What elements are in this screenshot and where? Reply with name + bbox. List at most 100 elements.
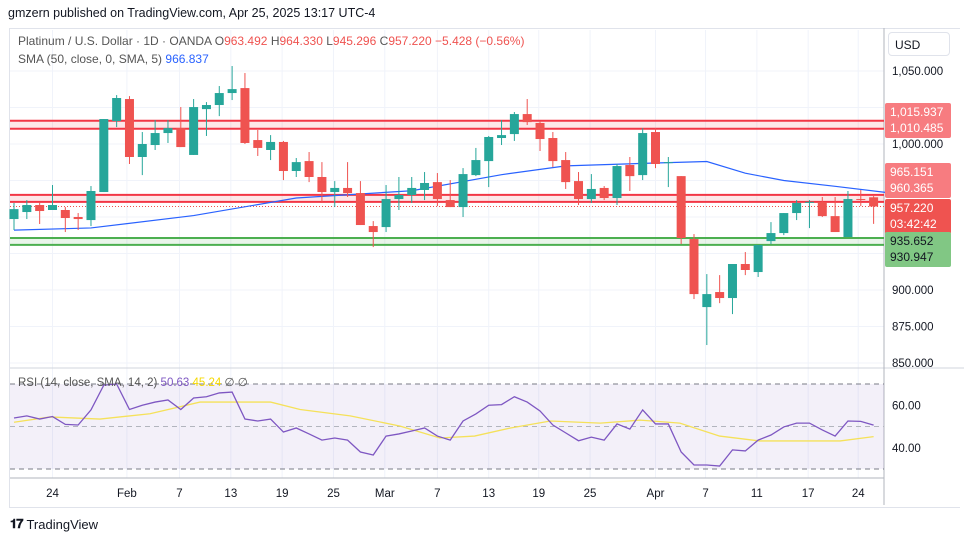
- level-label: 930.947: [890, 250, 934, 264]
- change-value: −5.428 (−0.56%): [435, 34, 525, 48]
- rsi-tick-label: 40.00: [892, 443, 921, 455]
- time-tick-label: 11: [751, 488, 763, 500]
- candle-body: [522, 114, 532, 123]
- symbol-legend: Platinum / U.S. Dollar · 1D · OANDA O963…: [18, 34, 524, 48]
- time-tick-label: 13: [224, 488, 237, 500]
- rsi-line: [13, 383, 874, 467]
- candle-body: [689, 239, 699, 295]
- last-price-label-bg: [885, 199, 951, 234]
- level-label: 1,010.485: [890, 121, 944, 135]
- time-tick-label: 19: [276, 488, 289, 500]
- candle-body: [702, 294, 712, 308]
- candle-body: [150, 133, 160, 146]
- candle-body: [22, 205, 32, 213]
- candle-body: [201, 105, 211, 110]
- candle-body: [843, 199, 853, 238]
- candle-body: [445, 200, 455, 208]
- candle-body: [35, 205, 45, 212]
- candle-body: [330, 187, 340, 193]
- time-tick-label: 24: [46, 488, 59, 500]
- level-label: 965.151: [890, 165, 934, 179]
- candle-body: [99, 119, 109, 193]
- candle-body: [586, 188, 596, 200]
- time-tick-label: 24: [852, 488, 865, 500]
- open-value: 963.492: [224, 34, 268, 48]
- resistance-zone-upper-fill: [10, 120, 884, 129]
- time-tick-label: 13: [482, 488, 495, 500]
- candle-body: [227, 89, 237, 94]
- candle-body: [304, 161, 314, 177]
- level-label: 935.652: [890, 234, 934, 248]
- candle-body: [561, 160, 571, 183]
- candle-body: [830, 216, 840, 233]
- resistance-zone-lower-fill: [10, 194, 884, 202]
- time-tick-label: 17: [802, 488, 815, 500]
- candle-body: [9, 209, 19, 220]
- candle-body: [727, 264, 737, 299]
- last-price-label: 03:42:42: [890, 217, 937, 231]
- brand-name: TradingView: [26, 516, 99, 532]
- publish-info: gmzern published on TradingView.com, Apr…: [8, 6, 376, 20]
- tradingview-logo[interactable]: 𝟏𝟕 TradingView: [10, 516, 98, 532]
- candle-body: [394, 194, 404, 200]
- candle-body: [484, 136, 494, 162]
- open-label: O: [214, 34, 225, 48]
- candle-body: [291, 162, 301, 172]
- candle-body: [509, 114, 519, 135]
- price-tick-label: 1,000.000: [892, 139, 943, 151]
- candle-body: [599, 187, 609, 199]
- rsi-sma-line: [13, 401, 874, 442]
- candle-body: [676, 176, 686, 239]
- candle-body: [176, 128, 186, 148]
- candle-body: [740, 264, 750, 270]
- price-tick-label: 900.000: [892, 285, 934, 297]
- candle-body: [189, 107, 199, 155]
- candle-body: [804, 201, 814, 203]
- low-value: 945.296: [332, 34, 377, 48]
- high-label: H: [270, 34, 280, 48]
- candle-body: [612, 166, 622, 199]
- rsi-legend[interactable]: RSI (14, close, SMA, 14, 2) 50.63 45.24 …: [18, 375, 248, 389]
- chart-frame: [9, 28, 960, 508]
- low-label: L: [326, 34, 333, 48]
- candle-body: [420, 182, 430, 190]
- time-tick-label: 7: [176, 488, 182, 500]
- candle-body: [548, 138, 558, 162]
- rsi-sma-value: 45.24: [192, 377, 222, 389]
- sma-value: 966.837: [165, 52, 209, 66]
- candle-body: [368, 226, 378, 233]
- candle-body: [60, 209, 70, 219]
- candle-body: [73, 217, 83, 220]
- candle-body: [792, 202, 802, 214]
- candle-body: [625, 165, 635, 177]
- candle-body: [47, 205, 57, 210]
- high-value: 964.330: [279, 34, 323, 48]
- candle-body: [343, 187, 353, 194]
- currency-selector[interactable]: USD: [888, 32, 950, 56]
- candle-body: [214, 93, 224, 106]
- candle-body: [86, 191, 96, 221]
- candle-body: [355, 193, 365, 226]
- symbol-title[interactable]: Platinum / U.S. Dollar · 1D · OANDA: [18, 34, 212, 48]
- time-tick-label: Apr: [647, 488, 665, 500]
- sma-legend[interactable]: SMA (50, close, 0, SMA, 5) 966.837: [18, 52, 209, 66]
- price-tick-label: 850.000: [892, 358, 934, 370]
- candle-body: [651, 132, 660, 165]
- candle-body: [253, 140, 263, 148]
- level-label: 960.365: [890, 181, 934, 195]
- rsi-tick-label: 60.00: [892, 400, 921, 412]
- candle-body: [856, 199, 866, 201]
- sma-label: SMA (50, close, 0, SMA, 5): [18, 52, 163, 66]
- candle-body: [278, 141, 288, 172]
- candle-body: [497, 135, 507, 139]
- last-price-label: 957.220: [890, 201, 934, 215]
- price-tick-label: 1,050.000: [892, 66, 943, 78]
- candle-body: [753, 245, 763, 273]
- candle-body: [432, 182, 442, 200]
- support-zone-fill: [10, 237, 884, 245]
- time-tick-label: 7: [702, 488, 708, 500]
- candle-body: [381, 199, 391, 228]
- candle-body: [471, 160, 481, 176]
- candle-body: [574, 181, 584, 200]
